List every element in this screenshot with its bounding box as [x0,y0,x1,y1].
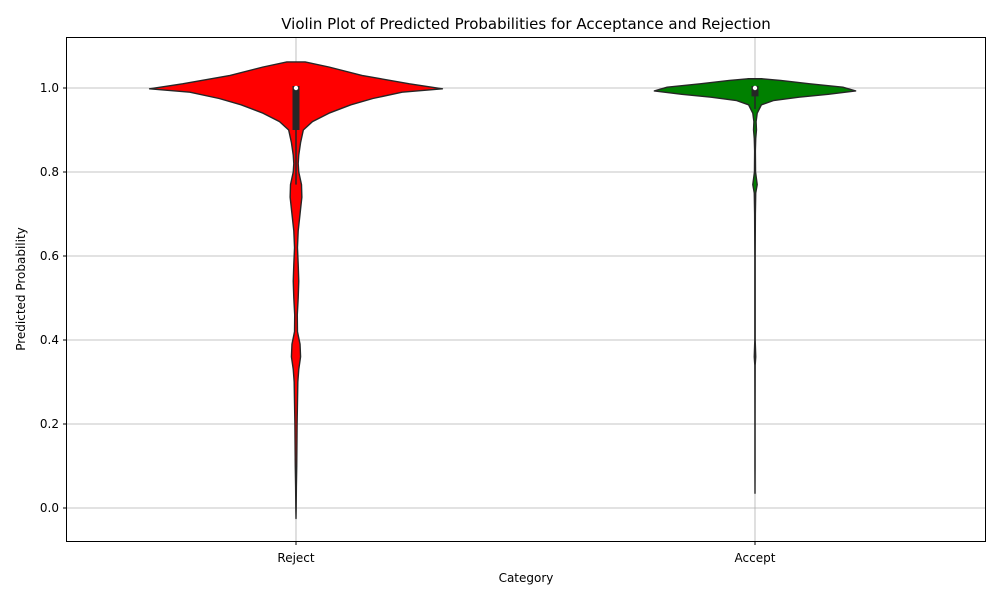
y-tick-label: 0.0 [40,501,59,515]
x-axis-label: Category [499,571,554,585]
y-axis-label: Predicted Probability [14,227,28,351]
y-tick-label: 1.0 [40,81,59,95]
y-tick-label: 0.4 [40,333,59,347]
violins [148,61,857,520]
y-tick-label: 0.2 [40,417,59,431]
x-axis-ticks: Reject Accept [277,541,776,565]
y-axis-ticks: 0.0 0.2 0.4 0.6 0.8 1.0 [40,81,67,515]
x-tick-label: Accept [735,551,776,565]
violin-body-reject [148,61,444,520]
chart-title: Violin Plot of Predicted Probabilities f… [281,15,771,33]
violin-accept [653,78,857,494]
iqr-box [292,86,300,130]
y-tick-label: 0.6 [40,249,59,263]
iqr-box [751,86,759,97]
median-marker [293,85,299,91]
y-tick-label: 0.8 [40,165,59,179]
x-tick-label: Reject [277,551,314,565]
plot-frame [66,37,986,542]
median-marker [752,85,758,91]
violin-reject [148,61,444,520]
violin-body-accept [653,78,857,494]
